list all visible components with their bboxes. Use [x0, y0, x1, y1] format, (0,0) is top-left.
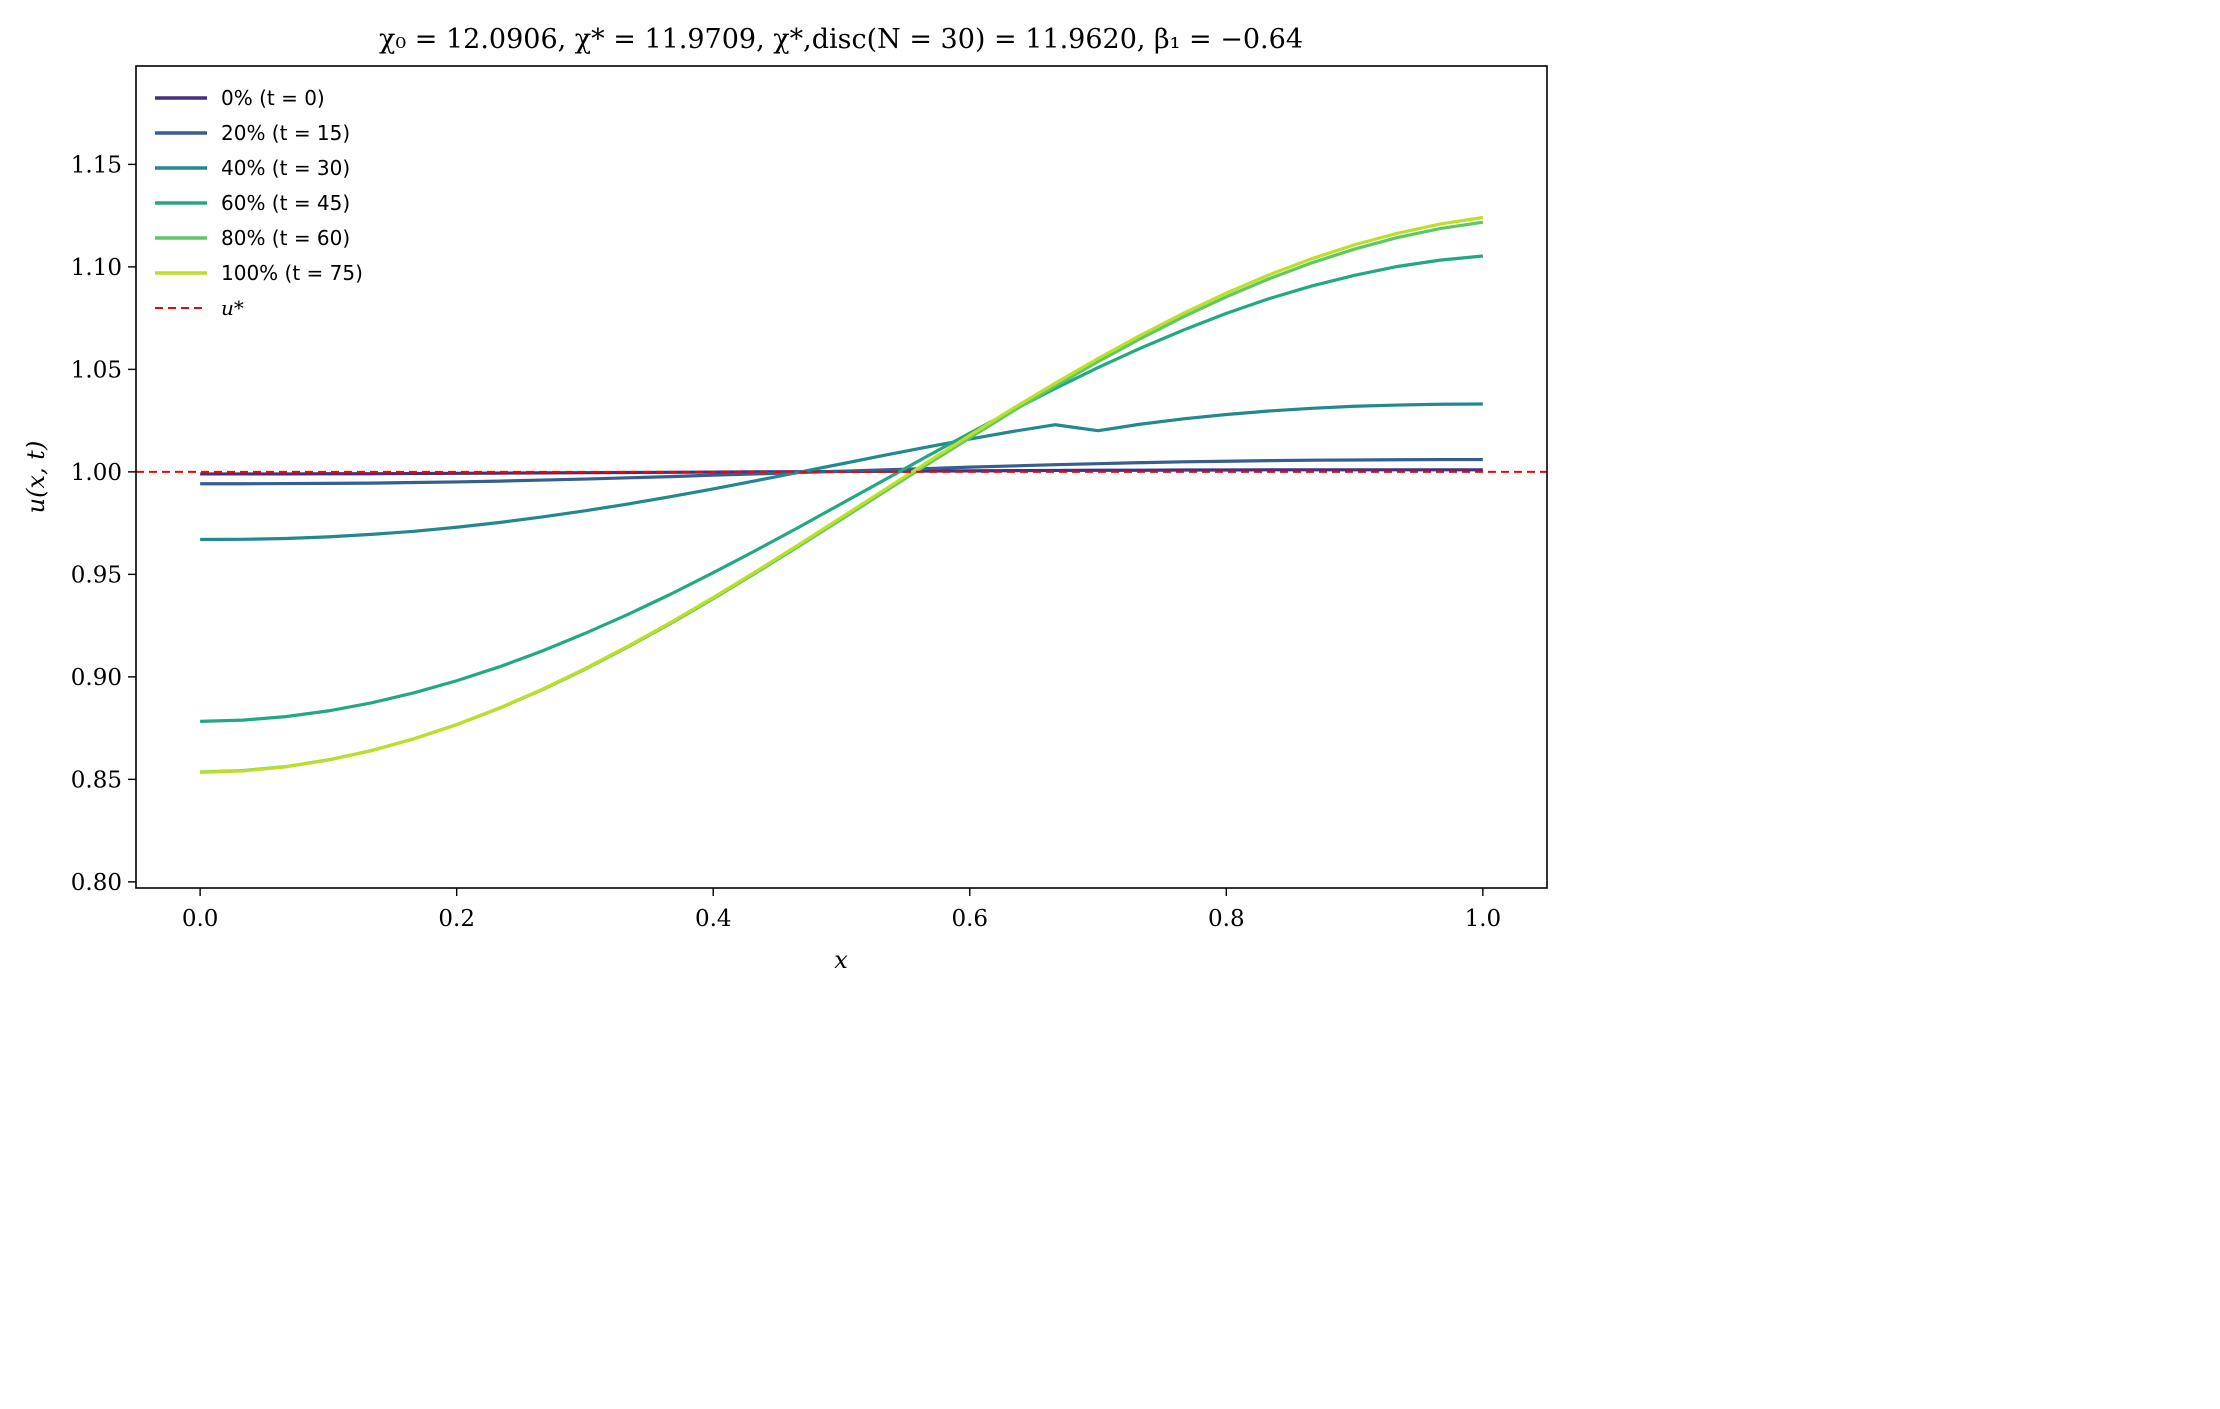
- legend: 0% (t = 0) 20% (t = 15) 40% (t = 30) 60% (t…: [155, 86, 363, 320]
- x-axis: 0.0 0.2 0.4 0.6 0.8 1.0: [182, 888, 1501, 932]
- y-tick-label: 1.15: [71, 152, 122, 178]
- legend-label: u*: [221, 296, 244, 320]
- y-tick-label: 1.10: [71, 255, 122, 281]
- legend-label: 40% (t = 30): [221, 156, 350, 180]
- series-layer: [136, 215, 1547, 774]
- y-tick-label: 0.90: [71, 665, 122, 691]
- x-tick-label: 0.2: [438, 906, 475, 932]
- y-tick-label: 1.00: [71, 460, 122, 486]
- series-line-40-t-30: [200, 402, 1483, 542]
- legend-label: 0% (t = 0): [221, 86, 325, 110]
- x-tick-label: 0.6: [951, 906, 988, 932]
- series-line-100-t-75: [200, 215, 1484, 774]
- x-tick-label: 0.8: [1208, 906, 1245, 932]
- legend-label: 60% (t = 45): [221, 191, 350, 215]
- legend-label: 80% (t = 60): [221, 226, 350, 250]
- plot-frame: [135, 65, 1548, 889]
- y-tick-label: 0.80: [71, 870, 122, 896]
- series-line-60-t-45: [200, 254, 1484, 723]
- legend-label: 20% (t = 15): [221, 121, 350, 145]
- chart-background: [0, 0, 1568, 989]
- y-tick-label: 0.85: [71, 767, 122, 793]
- x-tick-label: 0.0: [182, 906, 219, 932]
- chart: χ₀ = 12.0906, χ* = 11.9709, χ*,disc(N = …: [0, 0, 1568, 989]
- y-axis: 0.80 0.85 0.90 0.95 1.00 1.05 1.10 1.15: [71, 152, 136, 896]
- y-tick-label: 0.95: [71, 562, 122, 588]
- x-tick-label: 1.0: [1465, 906, 1502, 932]
- x-tick-label: 0.4: [695, 906, 732, 932]
- plot-area: [135, 65, 1548, 889]
- x-axis-label: x: [834, 946, 848, 974]
- y-tick-label: 1.05: [71, 357, 122, 383]
- legend-label: 100% (t = 75): [221, 261, 363, 285]
- chart-title: χ₀ = 12.0906, χ* = 11.9709, χ*,disc(N = …: [379, 24, 1303, 55]
- y-axis-label: u(x, t): [22, 441, 50, 514]
